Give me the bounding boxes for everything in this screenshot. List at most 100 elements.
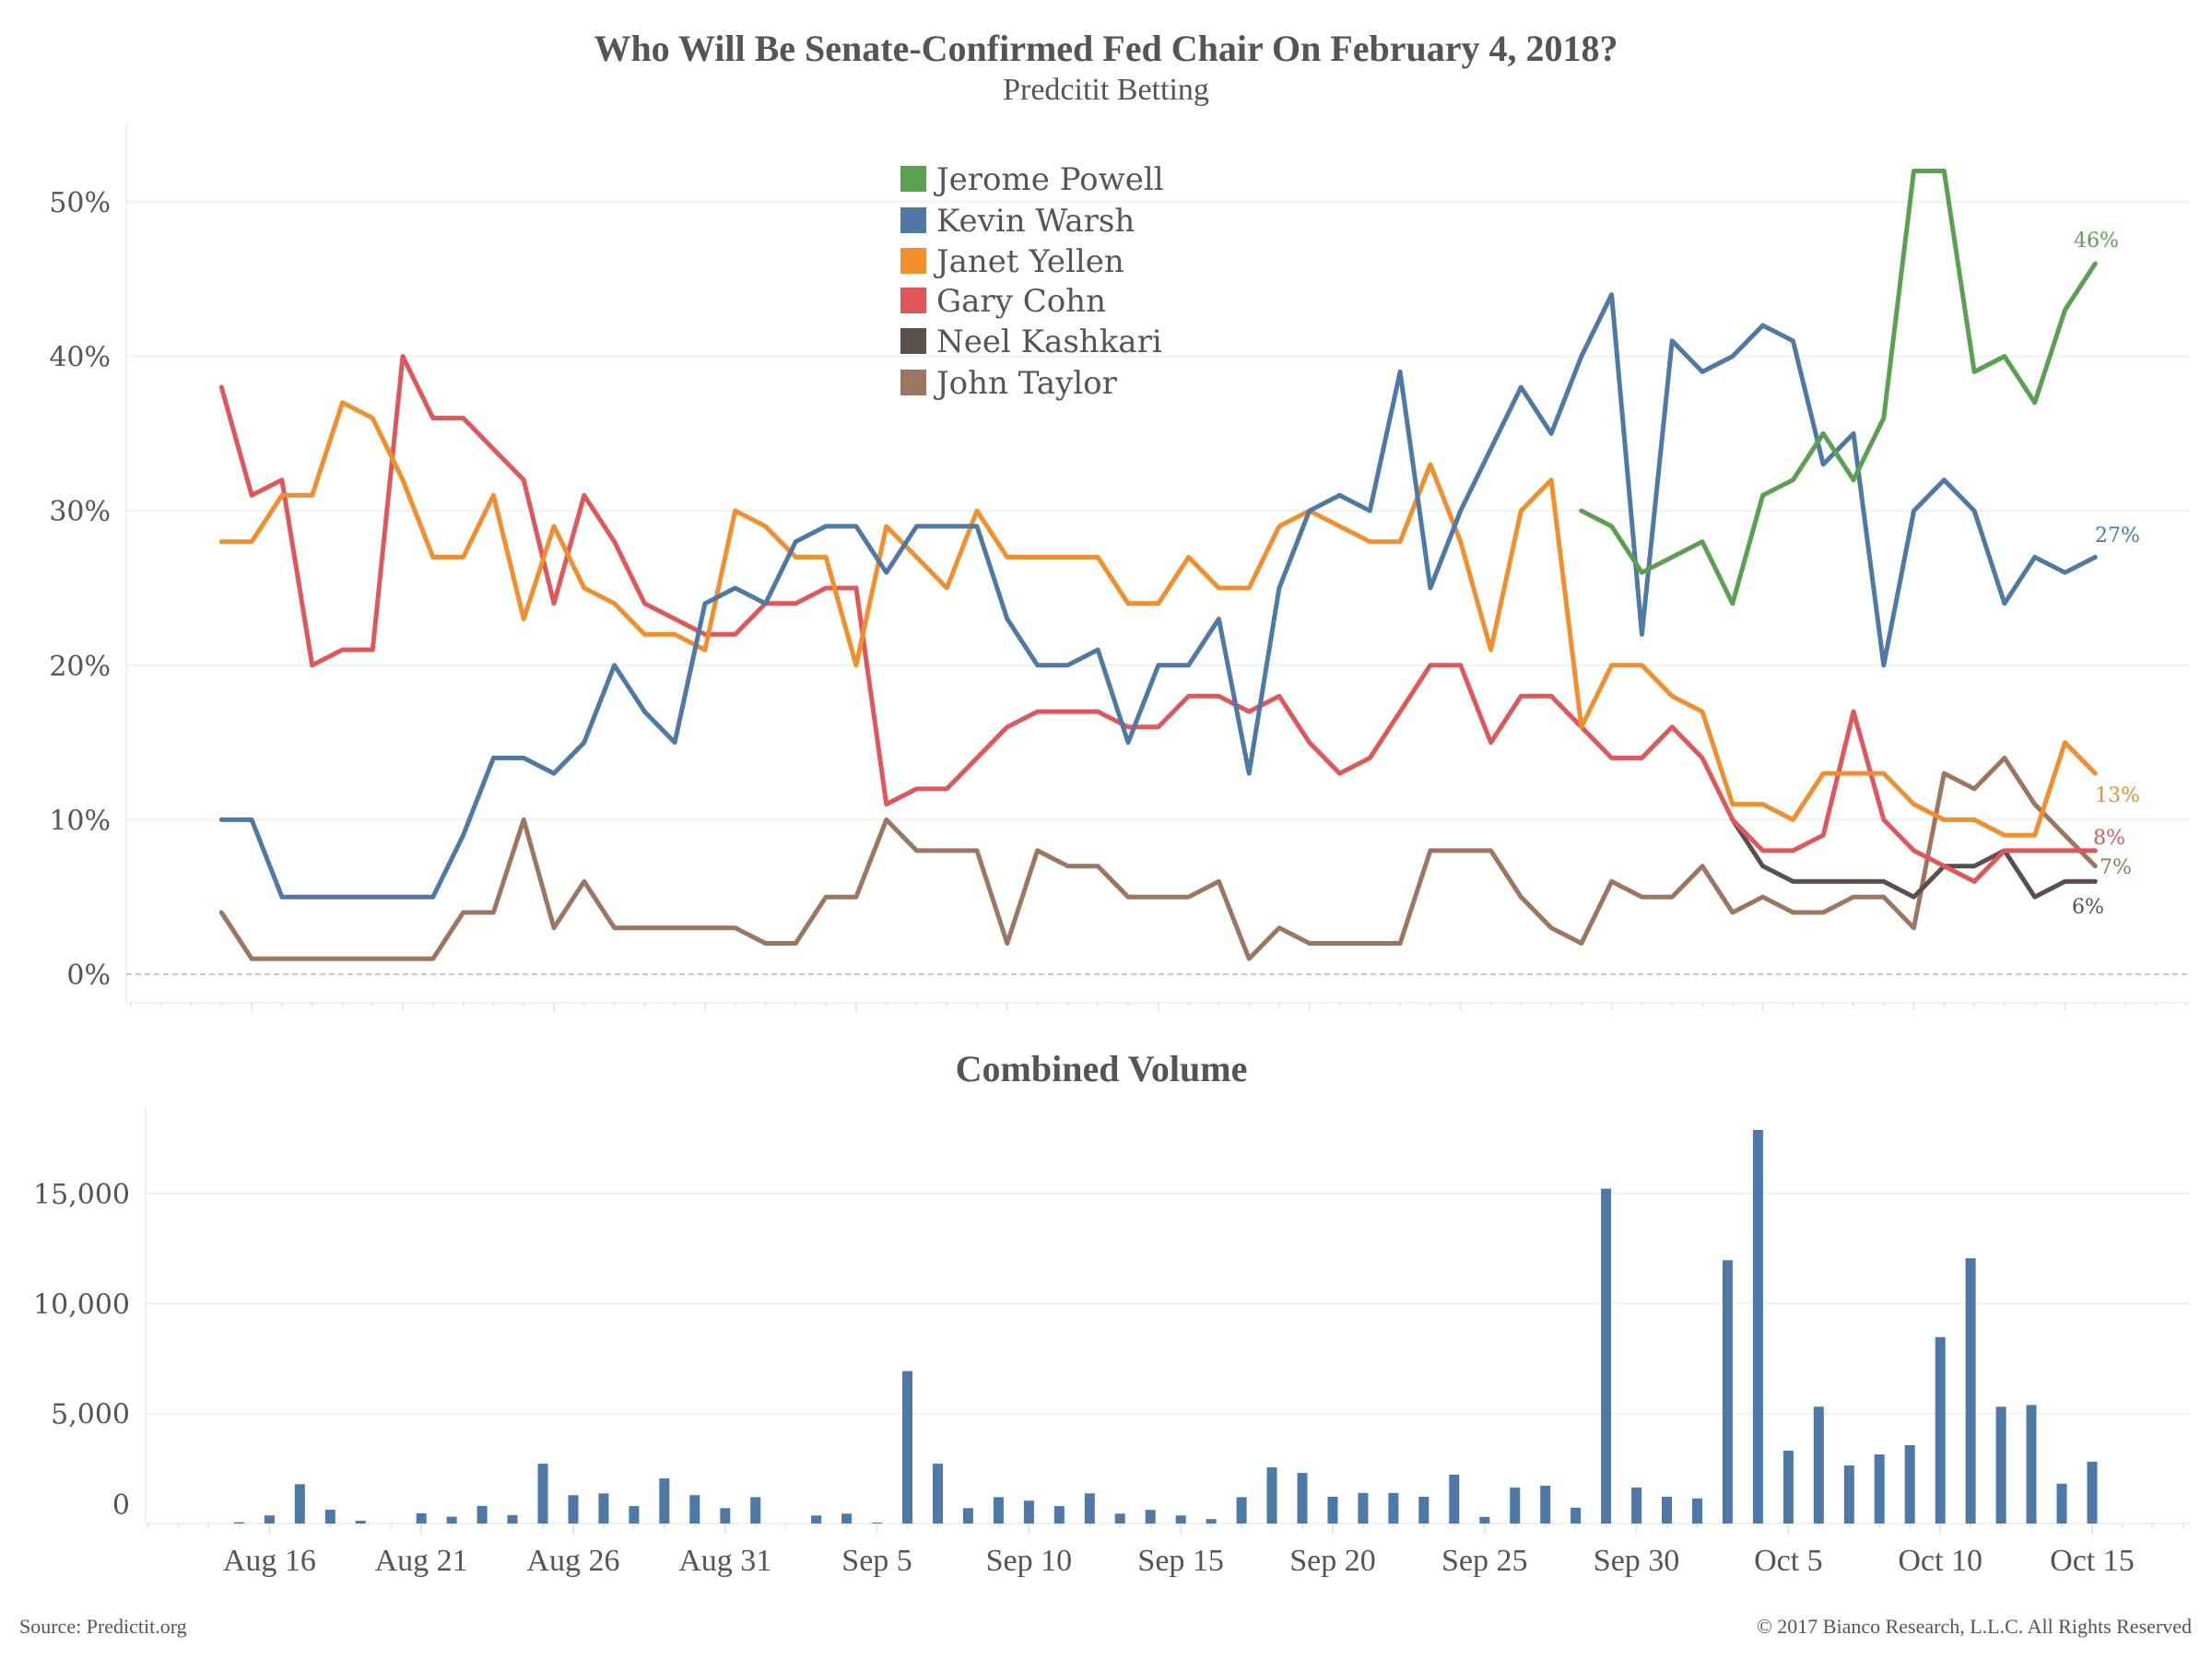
legend-item-janet-yellen[interactable]: Janet Yellen: [900, 243, 1124, 280]
x-tick-label: Sep 20: [1289, 1544, 1376, 1578]
volume-bar: [962, 1508, 973, 1524]
chart-title: Who Will Be Senate-Confirmed Fed Chair O…: [594, 28, 1618, 69]
legend-swatch: [900, 288, 926, 313]
volume-bar: [1783, 1451, 1794, 1524]
volume-bar: [1023, 1500, 1034, 1524]
volume-bar: [1206, 1519, 1217, 1524]
y-tick-label: 40%: [49, 342, 111, 374]
series-line-kevin-warsh: [218, 292, 2098, 900]
volume-bar: [1631, 1487, 1642, 1524]
volume-bar: [659, 1478, 670, 1524]
volume-y-tick-label: 5,000: [51, 1399, 130, 1431]
x-tick-label: Oct 15: [2050, 1544, 2135, 1578]
volume-bar: [1692, 1498, 1702, 1524]
end-label-kevin-warsh: 27%: [2095, 524, 2140, 547]
volume-bar: [477, 1505, 488, 1524]
y-tick-label: 0%: [66, 959, 111, 992]
volume-bar: [1813, 1406, 1824, 1524]
volume-bar: [1175, 1515, 1186, 1524]
volume-bar: [324, 1510, 335, 1524]
x-tick-label: Aug 26: [526, 1544, 619, 1578]
series-line-john-taylor: [218, 755, 2098, 961]
legend-swatch: [900, 370, 926, 395]
source-note: Source: Predictit.org: [19, 1615, 187, 1638]
volume-bar: [233, 1522, 244, 1524]
volume-bar: [1965, 1258, 1976, 1524]
copyright-note: © 2017 Bianco Research, L.L.C. All Right…: [1757, 1615, 2192, 1638]
legend-label: John Taylor: [934, 365, 1118, 402]
legend-label: Janet Yellen: [934, 243, 1124, 280]
volume-bar: [294, 1484, 305, 1524]
volume-bar: [1449, 1475, 1460, 1524]
x-tick-label: Sep 5: [841, 1544, 912, 1578]
y-tick-label: 10%: [49, 805, 111, 837]
volume-bar: [416, 1513, 427, 1524]
x-tick-label: Sep 30: [1594, 1544, 1680, 1578]
y-tick-label: 20%: [49, 651, 111, 683]
legend-item-neel-kashkari[interactable]: Neel Kashkari: [900, 324, 1162, 360]
volume-bar: [993, 1497, 1004, 1524]
top-chart-end-labels: 46% 27% 13% 8% 6% 7%: [2072, 229, 2140, 919]
volume-bar: [872, 1523, 883, 1524]
volume-bar: [1540, 1485, 1551, 1524]
legend-label: Neel Kashkari: [936, 324, 1162, 360]
legend-swatch: [900, 248, 926, 274]
top-chart-series: [218, 169, 2098, 961]
x-tick-label: Aug 16: [223, 1544, 316, 1578]
volume-bar: [1145, 1510, 1156, 1524]
legend-item-john-taylor[interactable]: John Taylor: [900, 365, 1118, 402]
series-line-gary-cohn: [218, 354, 2098, 884]
volume-bar: [1114, 1513, 1125, 1524]
volume-bar: [1752, 1130, 1763, 1524]
volume-bar: [1266, 1467, 1277, 1524]
legend-label: Gary Cohn: [936, 283, 1106, 320]
legend-swatch: [900, 328, 926, 354]
top-chart-gridlines: [125, 124, 2190, 1003]
x-axis-labels: Aug 16 Aug 21 Aug 26 Aug 31 Sep 5 Sep 10 Sep 1…: [223, 1544, 2135, 1578]
volume-bar: [1904, 1445, 1915, 1524]
volume-bar: [1297, 1473, 1308, 1524]
volume-bar: [1722, 1260, 1733, 1524]
end-label-neel-kashkari: 6%: [2072, 896, 2104, 919]
series-line-neel-kashkari: [1730, 817, 2098, 900]
x-tick-label: Sep 10: [986, 1544, 1073, 1578]
volume-bar: [2087, 1461, 2098, 1524]
volume-bar: [720, 1508, 731, 1524]
volume-chart-x-axis: [147, 1524, 2184, 1535]
volume-bar: [811, 1515, 822, 1524]
volume-bar: [2056, 1483, 2067, 1524]
legend-item-jerome-powell[interactable]: Jerome Powell: [900, 161, 1164, 198]
legend-swatch: [900, 207, 926, 233]
volume-bar: [841, 1513, 853, 1524]
volume-chart-y-axis: 0 5,000 10,000 15,000: [33, 1179, 130, 1522]
volume-bar: [2026, 1405, 2037, 1524]
volume-bar: [1327, 1496, 1338, 1524]
legend-item-gary-cohn[interactable]: Gary Cohn: [900, 283, 1106, 320]
end-label-john-taylor: 7%: [2100, 856, 2132, 879]
chart-subtitle: Predcitit Betting: [1003, 73, 1209, 107]
volume-chart-title: Combined Volume: [956, 1048, 1248, 1089]
legend-label: Jerome Powell: [934, 161, 1164, 198]
volume-bar: [1510, 1487, 1521, 1524]
x-tick-label: Sep 15: [1137, 1544, 1224, 1578]
legend-label: Kevin Warsh: [936, 203, 1135, 240]
y-tick-label: 30%: [49, 496, 111, 528]
volume-bar: [1843, 1465, 1854, 1524]
volume-bar: [1084, 1493, 1095, 1524]
volume-bar: [1571, 1507, 1582, 1524]
volume-bar: [1236, 1497, 1247, 1524]
volume-bar: [1935, 1336, 1946, 1524]
volume-bar: [1601, 1188, 1612, 1524]
x-tick-label: Aug 31: [678, 1544, 771, 1578]
volume-bar: [689, 1495, 700, 1524]
volume-bar: [446, 1516, 457, 1524]
volume-bar: [1358, 1492, 1369, 1524]
volume-bar: [902, 1371, 912, 1524]
volume-bar: [1418, 1496, 1430, 1524]
legend-item-kevin-warsh[interactable]: Kevin Warsh: [900, 203, 1135, 240]
volume-bar: [1874, 1454, 1885, 1524]
volume-bar: [264, 1515, 275, 1524]
volume-bar: [1662, 1496, 1672, 1524]
